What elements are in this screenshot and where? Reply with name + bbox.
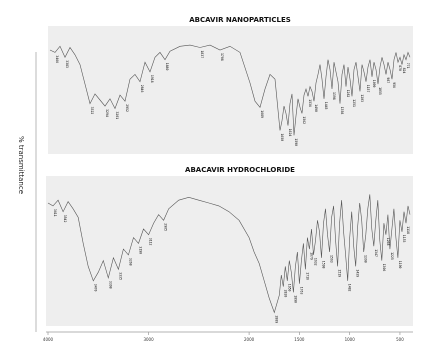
peak-label: 1708 (220, 53, 224, 61)
spectrum-line (49, 44, 411, 136)
peak-label: 2846 (140, 85, 144, 93)
peak-label: 1918 (150, 75, 154, 83)
x-tick-label: 500 (396, 337, 404, 342)
x-tick-label: 4000 (43, 337, 54, 342)
peak-label: 1306 (382, 264, 386, 272)
peak-label: 2965 (164, 223, 168, 231)
peak-label: 1679 (309, 252, 313, 260)
peak-label: 3542 (63, 215, 67, 223)
peak-label: 3335 (118, 272, 122, 280)
peak-label: 1225 (390, 252, 394, 260)
peak-label: 870 (398, 65, 402, 71)
peak-label: 1203 (360, 94, 364, 102)
peak-label: 3466 (55, 55, 59, 63)
peak-label: 1716 (305, 272, 309, 280)
x-tick-label: 3000 (143, 337, 154, 342)
peak-label: 1563 (330, 255, 334, 263)
peak-label: 1282 (346, 90, 350, 98)
peak-label: 1099 (372, 80, 376, 88)
peak-label: 771 (406, 63, 410, 69)
peak-label: 1632 (314, 258, 318, 266)
x-tick-group: 4000 3000 2000 1500 1000 500 (43, 332, 404, 342)
peak-label: 3383 (65, 60, 69, 68)
peak-label: 1950 (287, 284, 291, 292)
y-axis-label: % transmittance (17, 136, 25, 194)
panel-title-nanoparticles: ABCAVIR NANOPARTICLES (189, 16, 291, 24)
peak-label: 2952 (125, 104, 129, 112)
spectrum-panel-nanoparticles: ABCAVIR NANOPARTICLES 3466 3383 3322 3294 32… (48, 16, 413, 154)
peak-label: 3398 (108, 281, 112, 289)
peak-label: 3611 (53, 209, 57, 217)
peak-label: 3470 (93, 284, 97, 292)
peak-label: 1153 (402, 235, 406, 243)
peak-label: 1445 (324, 102, 328, 110)
peak-label: 3190 (139, 246, 143, 254)
peak-label: 1157 (366, 85, 370, 93)
peak-label: 1562 (302, 116, 306, 124)
peak-label: 3112 (149, 238, 153, 246)
peak-label: 2820 (283, 290, 287, 298)
peak-label: 1482 (348, 284, 352, 292)
x-tick-label: 1500 (294, 337, 305, 342)
peak-label: 1347 (374, 249, 378, 257)
peak-label: 3294 (105, 109, 109, 117)
panel-background (48, 26, 413, 154)
peak-label: 3322 (90, 107, 94, 115)
peak-label: 1519 (338, 269, 342, 277)
peak-label: 3201 (115, 112, 119, 120)
x-tick-label: 1000 (345, 337, 356, 342)
peak-label: 956 (392, 82, 396, 88)
series-group (49, 44, 411, 136)
spectrum-line (47, 194, 411, 314)
peak-label: 1358 (340, 107, 344, 115)
peak-label: 1650 (280, 134, 284, 142)
peak-label: 1890 (293, 295, 297, 303)
peak-label: 3268 (128, 258, 132, 266)
peak-label: 1439 (356, 269, 360, 277)
peak-label: 1624 (288, 129, 292, 137)
peak-label: 1763 (299, 287, 303, 295)
peak-label: 1118 (406, 226, 410, 234)
peak-label: 1536 (308, 99, 312, 107)
peak-label: 824 (402, 68, 406, 74)
peak-label: 2889 (274, 316, 278, 324)
peak-label: 1837 (200, 51, 204, 59)
panel-title-hydrochloride: ABACAVIR HYDROCHLORIDE (185, 166, 295, 174)
peak-label: 1398 (332, 92, 336, 100)
peak-label: 1590 (294, 138, 298, 146)
peak-label: 1490 (314, 104, 318, 112)
peak-label: 1880 (165, 63, 169, 71)
peak-label: 1268 (386, 238, 390, 246)
peak-label: 1190 (398, 261, 402, 269)
peak-label: 1251 (352, 99, 356, 107)
series-group (47, 194, 411, 314)
peak-label: 1390 (364, 255, 368, 263)
x-tick-label: 2000 (244, 337, 255, 342)
peak-label-group: 3611 3542 3470 3398 3335 3268 3190 3112 2965 2889… (53, 209, 410, 323)
peak-label: 1689 (260, 110, 264, 118)
panel-background (46, 176, 413, 326)
peak-label: 1055 (378, 87, 382, 95)
peak-label: 987 (386, 77, 390, 83)
peak-label: 1598 (322, 261, 326, 269)
peak-label-group: 3466 3383 3322 3294 3201 2952 2846 1918 1880 1837… (55, 51, 410, 147)
